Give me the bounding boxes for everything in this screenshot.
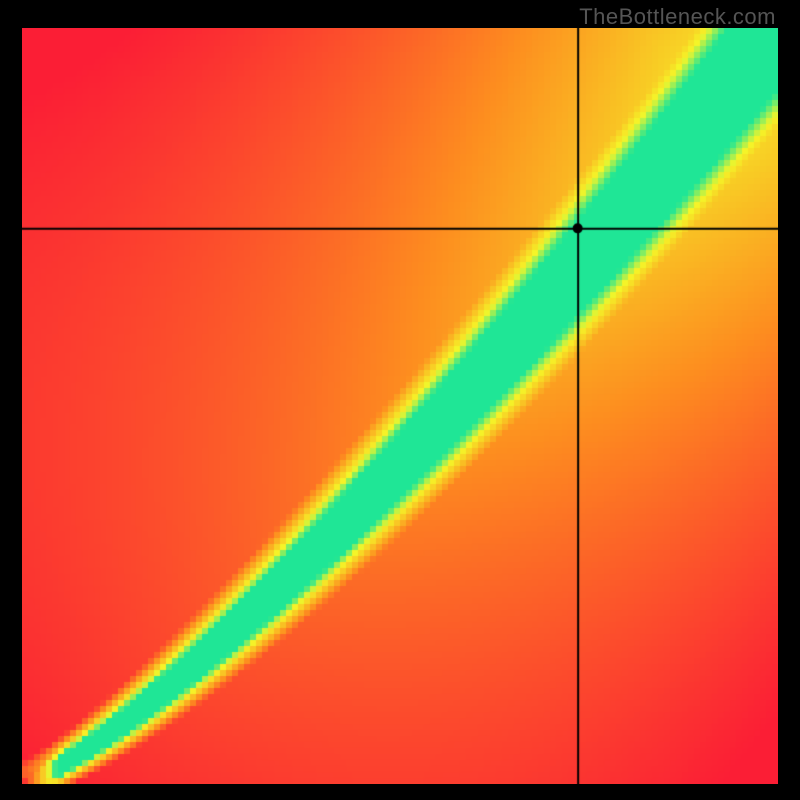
bottleneck-heatmap [22, 28, 778, 784]
watermark-text: TheBottleneck.com [579, 4, 776, 30]
chart-container: TheBottleneck.com [0, 0, 800, 800]
